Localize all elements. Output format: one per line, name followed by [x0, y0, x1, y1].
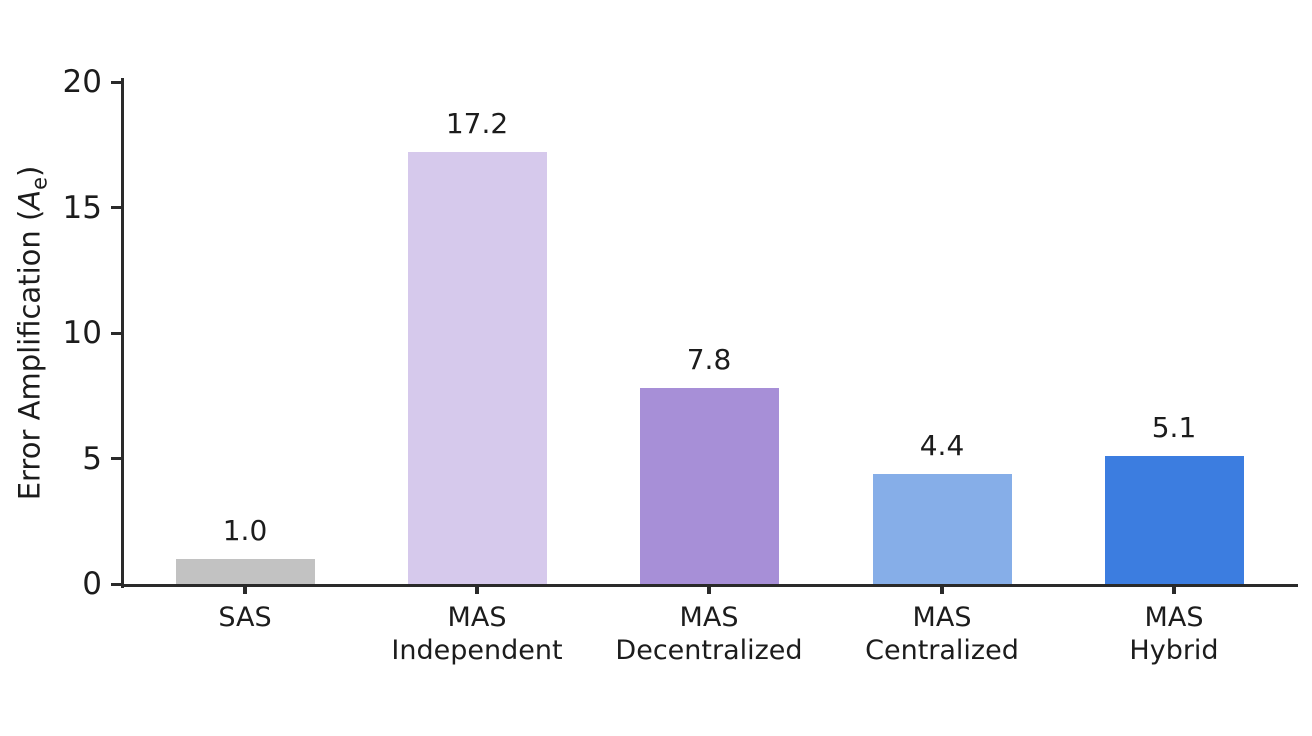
y-axis-spine	[121, 78, 124, 588]
bar-mas-decentralized	[639, 388, 779, 584]
y-tick-label-5: 5	[82, 440, 102, 477]
x-tick-label-sas: SAS	[218, 602, 272, 633]
bar-value-label-sas: 1.0	[222, 513, 268, 547]
x-tick-mark-mas-decentralized	[707, 584, 711, 594]
x-tick-label-mas-decentralized: MAS Decentralized	[615, 602, 803, 666]
y-tick-label-10: 10	[62, 315, 102, 351]
y-tick-mark-15	[111, 206, 121, 209]
y-tick-label-20: 20	[62, 64, 102, 100]
y-tick-label-0: 0	[82, 566, 102, 602]
y-tick-mark-10	[111, 331, 121, 335]
y-tick-mark-0	[111, 582, 121, 586]
y-tick-mark-20	[111, 80, 121, 84]
x-tick-label-mas-independent: MAS Independent	[391, 602, 563, 666]
bar-value-label-mas-hybrid: 5.1	[1151, 410, 1197, 444]
bar-value-label-mas-independent: 17.2	[445, 107, 509, 141]
y-tick-label-15: 15	[62, 189, 102, 226]
bar-value-label-mas-decentralized: 7.8	[686, 343, 732, 377]
x-tick-mark-mas-hybrid	[1172, 584, 1176, 594]
x-tick-mark-sas	[243, 584, 247, 594]
x-tick-mark-mas-centralized	[940, 584, 944, 594]
x-tick-label-mas-hybrid: MAS Hybrid	[1129, 602, 1219, 666]
y-axis-label-close: )	[12, 165, 47, 178]
x-tick-label-mas-centralized: MAS Centralized	[865, 602, 1019, 666]
bar-mas-centralized	[872, 473, 1012, 584]
x-tick-mark-mas-independent	[475, 584, 479, 594]
bar-mas-independent	[407, 152, 547, 584]
y-axis-label-subscript: e	[27, 177, 52, 190]
bar-value-label-mas-centralized: 4.4	[919, 428, 965, 462]
y-tick-mark-5	[111, 457, 121, 460]
bar-mas-hybrid	[1104, 455, 1244, 584]
bar-sas	[175, 558, 315, 584]
